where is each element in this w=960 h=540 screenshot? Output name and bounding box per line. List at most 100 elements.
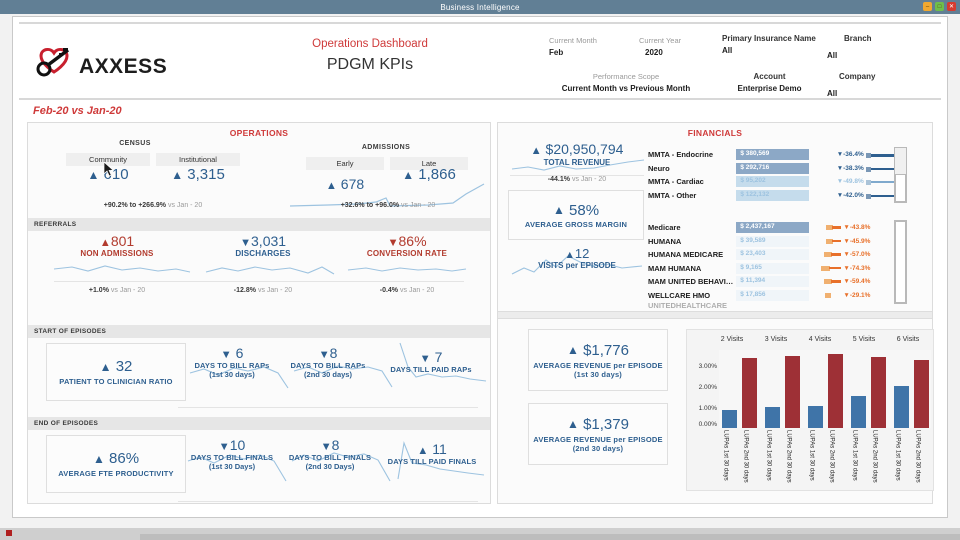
average-revenue-2nd-trend-icon: ▲ xyxy=(567,417,579,432)
average-gross-margin-card[interactable]: ▲ 58% AVERAGE GROSS MARGIN xyxy=(508,190,644,240)
payer-bar-wrap: $ 11,394 xyxy=(736,276,810,288)
chart-bar-blue[interactable] xyxy=(808,406,823,428)
days-till-paid-finals-tile[interactable]: ▲ 11 DAYS TILL PAID FINALS xyxy=(378,441,486,466)
filter-company[interactable]: Company xyxy=(839,72,875,81)
visits-per-episode-value-wrap: ▲12 xyxy=(504,246,650,261)
revenue-and-lupa-section: ▲ $1,776 AVERAGE REVENUE per EPISODE (1s… xyxy=(498,321,934,499)
table-row[interactable]: UNITEDHEALTHCARE xyxy=(648,302,898,308)
admissions-late-chip[interactable]: Late xyxy=(390,157,468,170)
days-to-bill-raps-1st-value-wrap: ▼ 6 xyxy=(184,345,280,361)
financials-section-divider xyxy=(498,311,932,319)
admissions-early-value: 678 xyxy=(340,176,365,192)
taskbar xyxy=(0,528,960,540)
table-row[interactable]: MMTA - Endocrine $ 380,569 ▼-36.4% xyxy=(648,148,904,162)
average-revenue-per-episode-2nd-card[interactable]: ▲ $1,379 AVERAGE REVENUE per EPISODE (2n… xyxy=(528,403,668,465)
table-row[interactable]: WELLCARE HMO $ 17,856 ▼-29.1% xyxy=(648,289,898,303)
chart-bar-blue[interactable] xyxy=(851,396,866,428)
application-window: AXXESS Operations Dashboard PDGM KPIs Cu… xyxy=(12,16,948,518)
payer-name: MAM HUMANA xyxy=(648,263,702,273)
chart-bar-blue[interactable] xyxy=(722,410,737,428)
payer-name: HUMANA MEDICARE xyxy=(648,250,724,260)
filter-branch[interactable]: Branch xyxy=(844,34,872,43)
table-row[interactable]: Neuro $ 292,716 ▼-38.3% xyxy=(648,162,904,176)
payer-name: WELLCARE HMO xyxy=(648,290,711,300)
axxess-logo: AXXESS xyxy=(35,44,195,86)
filter-current-month[interactable]: Current Month Feb xyxy=(549,36,597,57)
clinical-group-bar-wrap: $ 292,716 xyxy=(736,162,810,174)
average-revenue-per-episode-1st-card[interactable]: ▲ $1,776 AVERAGE REVENUE per EPISODE (1s… xyxy=(528,329,668,391)
census-note-bold: +90.2% to +266.9% xyxy=(103,202,167,209)
close-button[interactable]: ✕ xyxy=(947,2,956,11)
referral-item-discharges[interactable]: ▼3,031 DISCHARGES xyxy=(188,233,338,258)
days-to-bill-finals-1st-label: DAYS TO BILL FINALS xyxy=(190,453,274,462)
average-revenue-2nd-value-wrap: ▲ $1,379 xyxy=(567,416,629,433)
average-gross-margin-label: AVERAGE GROSS MARGIN xyxy=(524,219,628,229)
chart-bar-blue[interactable] xyxy=(765,407,780,428)
filter-account-value: Enterprise Demo xyxy=(737,84,802,93)
average-revenue-2nd-value: $1,379 xyxy=(583,415,629,433)
days-to-bill-raps-2nd-tile[interactable]: ▼8 DAYS TO BILL RAPs (2nd 30 days) xyxy=(280,345,376,379)
clinical-groups-scrollbar[interactable] xyxy=(894,147,907,203)
referral-item-non-admissions[interactable]: ▲801 NON ADMISSIONS xyxy=(42,233,192,258)
payers-scroll-thumb[interactable] xyxy=(895,221,906,303)
filter-current-year[interactable]: Current Year 2020 xyxy=(639,36,681,57)
mouse-cursor xyxy=(104,162,115,177)
visits-per-episode-tile[interactable]: ▲12 VISITS per EPISODE xyxy=(504,246,650,280)
days-to-bill-raps-1st-value: 6 xyxy=(235,345,244,361)
taskbar-item[interactable] xyxy=(140,534,960,540)
days-to-bill-finals-1st-tile[interactable]: ▼10 DAYS TO BILL FINALS (1st 30 Days) xyxy=(182,437,282,471)
filter-primary-insurance[interactable]: Primary Insurance Name All xyxy=(722,34,816,55)
chart-bar-blue[interactable] xyxy=(894,386,909,428)
discharges-value-wrap: ▼3,031 xyxy=(188,233,338,249)
clinical-groups-list: MMTA - Endocrine $ 380,569 ▼-36.4% Neuro xyxy=(648,148,904,203)
start-of-episodes-group: ▲ 32 PATIENT TO CLINICIAN RATIO ▼ 6 xyxy=(28,339,490,417)
days-to-bill-raps-1st-tile[interactable]: ▼ 6 DAYS TO BILL RAPs (1st 30 days) xyxy=(184,345,280,379)
minimize-button[interactable]: – xyxy=(923,2,932,11)
table-row[interactable]: MMTA - Cardiac $ 95,202 ▼-49.8% xyxy=(648,175,904,189)
visits-per-episode-value: 12 xyxy=(574,246,590,261)
admissions-early-chip[interactable]: Early xyxy=(306,157,384,170)
filter-performance-scope[interactable]: Performance Scope Current Month vs Previ… xyxy=(531,72,721,93)
days-till-paid-finals-value: 11 xyxy=(432,441,447,457)
payer-amount: $ 17,856 xyxy=(740,290,766,298)
chart-group-label: 4 Visits xyxy=(808,336,832,343)
days-to-bill-finals-2nd-tile[interactable]: ▼8 DAYS TO BILL FINALS (2nd 30 Days) xyxy=(280,437,380,471)
chart-bar-red[interactable] xyxy=(785,356,800,428)
table-row[interactable]: MAM HUMANA $ 9,165 ▼-74.3% xyxy=(648,262,898,276)
chart-x-label: LUPAs 1st 30 days xyxy=(894,430,901,481)
payer-delta: ▼-57.0% xyxy=(843,251,871,259)
census-community-chip[interactable]: Community xyxy=(66,153,150,166)
filter-company-value: All xyxy=(827,89,838,98)
days-till-paid-finals-trend-icon: ▲ xyxy=(417,444,429,457)
filter-account[interactable]: Account Enterprise Demo xyxy=(717,72,822,93)
patient-to-clinician-ratio-label: PATIENT TO CLINICIAN RATIO xyxy=(59,377,173,386)
lupa-bar-chart[interactable]: 2 Visits 3 Visits 4 Visits 5 Visits 6 Vi… xyxy=(686,329,934,491)
payer-amount: $ 39,589 xyxy=(740,236,766,244)
clinical-group-name: MMTA - Cardiac xyxy=(648,177,704,187)
chart-bar-red[interactable] xyxy=(871,357,886,428)
discharges-label: DISCHARGES xyxy=(235,249,291,258)
table-row[interactable]: Medicare $ 2,437,167 ▼-43.8% xyxy=(648,221,898,235)
average-fte-productivity-card[interactable]: ▲ 86% AVERAGE FTE PRODUCTIVITY xyxy=(46,435,186,493)
visits-per-episode-trend-icon: ▲ xyxy=(564,249,575,261)
chart-bar-red[interactable] xyxy=(828,354,843,428)
table-row[interactable]: MAM UNITED BEHAVIORAL HE... $ 11,394 ▼-5… xyxy=(648,275,898,289)
table-row[interactable]: HUMANA MEDICARE $ 23,403 ▼-57.0% xyxy=(648,248,898,262)
maximize-button[interactable]: □ xyxy=(935,2,944,11)
patient-to-clinician-ratio-card[interactable]: ▲ 32 PATIENT TO CLINICIAN RATIO xyxy=(46,343,186,401)
table-row[interactable]: MMTA - Other $ 122,132 ▼-42.0% xyxy=(648,189,904,203)
census-institutional-chip[interactable]: Institutional xyxy=(156,153,240,166)
table-row[interactable]: HUMANA $ 39,589 ▼-45.9% xyxy=(648,235,898,249)
census-note: +90.2% to +266.9% vs Jan - 20 xyxy=(48,202,258,209)
admissions-early-trend-icon: ▲ xyxy=(325,179,337,192)
referral-item-conversion-rate[interactable]: ▼86% CONVERSION RATE xyxy=(332,233,482,258)
conversion-rate-note-rest: vs Jan - 20 xyxy=(400,287,435,294)
period-bar: Feb-20 vs Jan-20 xyxy=(19,100,941,122)
clinical-group-bar xyxy=(736,149,810,161)
payers-scrollbar[interactable] xyxy=(894,220,907,304)
chart-bar-red[interactable] xyxy=(914,360,929,428)
days-till-paid-raps-tile[interactable]: ▼ 7 DAYS TILL PAID RAPs xyxy=(378,349,484,374)
clinical-groups-scroll-thumb[interactable] xyxy=(895,174,906,202)
chart-bar-red[interactable] xyxy=(742,358,757,428)
filter-current-month-value: Feb xyxy=(549,48,564,57)
